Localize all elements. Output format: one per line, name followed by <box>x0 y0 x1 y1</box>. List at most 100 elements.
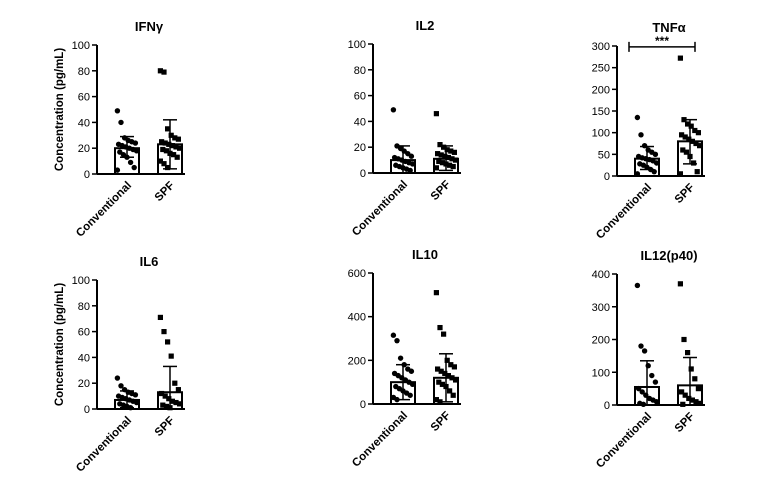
data-point-square <box>165 126 171 132</box>
data-point-square <box>445 373 451 379</box>
data-point-square <box>693 140 699 147</box>
y-tick-label: 300 <box>592 302 610 314</box>
data-point-square <box>445 154 451 161</box>
data-point-square <box>169 143 175 149</box>
data-point-square <box>172 135 178 141</box>
data-point-square <box>166 141 172 147</box>
data-point-square <box>436 379 442 385</box>
data-point-square <box>169 398 175 404</box>
data-point-square <box>168 132 174 138</box>
data-point-square <box>435 366 441 372</box>
y-tick-label: 20 <box>78 143 90 155</box>
y-tick-label: 400 <box>592 269 610 281</box>
data-point-square <box>437 142 443 148</box>
data-point-square <box>174 154 180 160</box>
y-tick-label: 80 <box>78 66 90 78</box>
data-point-square <box>157 314 163 321</box>
data-point-circle <box>114 167 121 173</box>
data-point-square <box>683 149 689 155</box>
x-tick-label: Conventional <box>594 411 654 471</box>
data-point-circle <box>652 151 659 158</box>
data-point-square <box>679 389 685 395</box>
data-point-square <box>697 143 703 149</box>
data-point-square <box>449 375 455 381</box>
data-point-circle <box>118 383 124 389</box>
data-point-square <box>438 368 444 374</box>
x-tick-label: Conventional <box>350 410 410 470</box>
data-point-square <box>447 388 453 394</box>
data-point-square <box>695 130 701 136</box>
data-point-square <box>448 148 454 154</box>
y-tick-label: 80 <box>78 301 90 313</box>
data-point-square <box>175 136 181 142</box>
data-point-square <box>172 380 178 386</box>
data-point-circle <box>640 401 647 408</box>
data-point-square <box>165 339 171 345</box>
data-point-circle <box>649 372 655 379</box>
y-tick-label: 60 <box>78 92 90 104</box>
data-point-square <box>162 393 168 399</box>
y-tick-label: 100 <box>592 367 610 379</box>
data-point-square <box>694 169 700 175</box>
chart-title: IL6 <box>140 254 159 269</box>
data-point-square <box>163 148 169 154</box>
x-tick-label: SPF <box>429 410 453 434</box>
data-point-square <box>159 139 165 145</box>
data-point-square <box>695 386 701 392</box>
x-tick-label: Conventional <box>74 415 134 475</box>
data-point-circle <box>127 159 134 166</box>
data-point-circle <box>634 282 641 289</box>
data-point-circle <box>638 343 644 349</box>
chart-title: IL12(p40) <box>640 248 697 263</box>
data-point-square <box>444 357 450 363</box>
data-point-square <box>173 399 179 406</box>
y-tick-label: 250 <box>592 63 610 75</box>
data-point-square <box>449 156 455 162</box>
data-point-circle <box>114 108 121 114</box>
data-point-square <box>679 132 685 138</box>
data-point-circle <box>408 368 415 374</box>
data-point-square <box>437 399 443 405</box>
y-tick-label: 60 <box>78 327 90 339</box>
data-point-square <box>168 353 174 359</box>
y-tick-label: 40 <box>78 352 90 364</box>
data-point-square <box>157 68 163 74</box>
y-tick-label: 100 <box>72 275 90 287</box>
data-point-square <box>433 397 439 403</box>
chart-panel-4: IL10 0 200 400 600 Conventional SPF <box>348 247 461 470</box>
data-point-circle <box>397 355 404 361</box>
data-point-square <box>442 370 448 377</box>
data-point-circle <box>651 168 657 175</box>
y-tick-label: 100 <box>72 40 90 52</box>
data-point-square <box>163 403 169 410</box>
y-tick-label: 200 <box>592 335 610 347</box>
data-point-square <box>442 153 448 159</box>
data-point-square <box>677 171 683 177</box>
data-point-square <box>689 397 695 403</box>
chart-panel-5: IL12(p40) 0 100 200 300 400 Conventional SPF <box>592 248 705 471</box>
data-point-square <box>433 290 439 296</box>
data-point-square <box>161 69 167 75</box>
x-tick-label: SPF <box>673 182 697 206</box>
data-point-circle <box>641 142 648 149</box>
data-point-circle <box>407 392 413 398</box>
x-tick-label: Conventional <box>74 180 134 240</box>
data-point-circle <box>401 362 407 368</box>
y-tick-label: 0 <box>604 400 610 412</box>
data-point-circle <box>394 337 400 344</box>
y-tick-label: 20 <box>354 142 366 154</box>
data-point-square <box>686 136 692 142</box>
data-point-square <box>177 401 183 407</box>
data-point-square <box>167 405 173 411</box>
chart-title: TNFα <box>652 20 685 35</box>
y-tick-label: 40 <box>78 117 90 129</box>
data-point-square <box>448 362 454 368</box>
data-point-circle <box>638 132 644 138</box>
x-tick-label: SPF <box>153 180 177 204</box>
y-tick-label: 200 <box>348 355 366 367</box>
data-point-square <box>175 387 181 393</box>
x-tick-label: SPF <box>673 411 697 435</box>
data-point-circle <box>133 148 140 154</box>
data-point-square <box>677 55 683 61</box>
y-tick-label: 0 <box>604 171 610 183</box>
